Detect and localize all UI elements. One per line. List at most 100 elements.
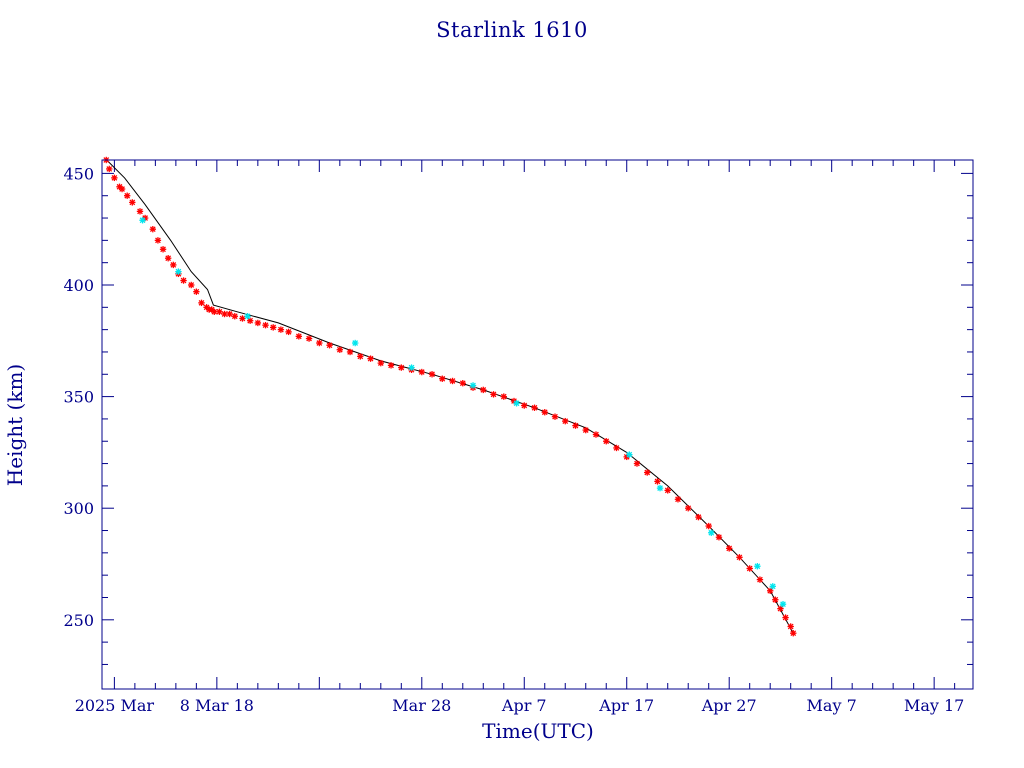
observation-point — [387, 362, 395, 369]
highlighted-observation-point — [469, 382, 477, 389]
observation-point — [367, 355, 374, 362]
x-tick-label: Apr 7 — [501, 696, 547, 715]
highlighted-observation-point — [708, 529, 715, 536]
plot-frame — [101, 159, 974, 690]
observation-point — [129, 199, 136, 206]
observation-point — [613, 444, 620, 452]
highlighted-observation-point — [779, 600, 787, 608]
observation-point — [170, 261, 177, 269]
y-tick-label: 250 — [63, 611, 94, 630]
observation-point — [582, 426, 589, 434]
chart-title: Starlink 1610 — [436, 18, 588, 42]
observation-point — [295, 333, 303, 340]
observation-point — [654, 478, 661, 485]
observation-point — [377, 359, 385, 367]
observation-point — [136, 208, 144, 215]
observation-point — [285, 328, 292, 336]
observation-point — [246, 317, 254, 324]
observation-point — [239, 315, 246, 322]
x-tick-label: Apr 17 — [598, 696, 654, 715]
observation-point — [746, 565, 753, 572]
observation-point — [490, 391, 497, 398]
observation-point — [262, 321, 269, 329]
y-tick-label: 400 — [63, 276, 94, 295]
observation-point — [180, 277, 187, 284]
plot-area — [103, 156, 797, 637]
observation-point — [418, 368, 425, 376]
x-tick-label: May 17 — [904, 696, 964, 715]
observation-point — [336, 346, 344, 353]
observation-point — [277, 326, 285, 333]
observation-point — [603, 438, 610, 445]
y-tick-label: 300 — [63, 499, 94, 518]
observation-point — [449, 377, 456, 385]
highlighted-observation-point — [656, 484, 664, 492]
highlighted-observation-point — [626, 451, 633, 458]
y-tick-label: 450 — [63, 164, 94, 183]
observation-point — [216, 308, 223, 315]
observation-point — [531, 404, 538, 411]
observation-point — [459, 380, 466, 387]
observation-point — [398, 364, 405, 371]
observation-point — [572, 422, 579, 429]
observation-point — [777, 605, 784, 612]
highlighted-observation-point — [513, 400, 520, 407]
observation-point — [188, 281, 195, 289]
observation-point — [226, 310, 233, 318]
highlighted-observation-point — [408, 364, 415, 371]
x-axis-title: Time(UTC) — [482, 719, 594, 743]
observation-point — [231, 313, 238, 320]
y-axis-title: Height (km) — [3, 364, 27, 486]
observation-point — [211, 308, 218, 315]
observation-point — [766, 587, 774, 594]
observation-point — [480, 386, 487, 394]
observation-point — [198, 299, 205, 307]
observation-point — [500, 393, 507, 400]
x-tick-label: Mar 28 — [392, 696, 451, 715]
x-tick-label: 2025 Mar — [75, 696, 155, 715]
observation-point — [705, 522, 712, 530]
observation-point — [782, 614, 789, 621]
observation-point — [772, 596, 779, 603]
highlighted-observation-point — [139, 217, 146, 224]
observation-point — [541, 409, 548, 416]
observation-point — [149, 225, 157, 233]
observation-point — [787, 623, 794, 630]
observation-point — [644, 469, 651, 476]
highlighted-observation-point — [351, 339, 359, 347]
observation-point — [111, 174, 118, 182]
observation-point — [551, 413, 559, 420]
observation-point — [736, 554, 743, 561]
observation-point — [664, 487, 671, 494]
x-tick-label: May 7 — [807, 696, 857, 715]
x-tick-label: Apr 27 — [701, 696, 757, 715]
observation-point — [106, 165, 113, 173]
observation-point — [221, 310, 228, 318]
y-tick-label: 350 — [63, 388, 94, 407]
observation-point — [790, 629, 797, 637]
observation-point — [674, 496, 682, 503]
axis-ticks — [102, 160, 973, 689]
observation-point — [439, 375, 446, 382]
trend-line — [106, 159, 794, 634]
x-tick-label: 8 Mar 18 — [180, 696, 254, 715]
observation-point — [326, 342, 333, 349]
observation-point — [685, 505, 692, 512]
observation-point — [357, 353, 364, 360]
observation-point — [254, 319, 262, 327]
observation-point — [270, 324, 277, 331]
observation-point — [592, 431, 600, 438]
observation-point — [154, 237, 162, 244]
observation-point — [305, 335, 313, 342]
observation-point — [695, 513, 702, 521]
observation-point — [726, 545, 733, 552]
observation-point — [316, 339, 323, 347]
observation-point — [159, 246, 167, 253]
highlighted-observation-point — [244, 313, 251, 320]
observation-point — [428, 371, 436, 378]
observation-point — [193, 288, 200, 295]
observation-point — [123, 192, 131, 199]
observation-point — [521, 402, 528, 409]
observation-point — [346, 348, 354, 356]
